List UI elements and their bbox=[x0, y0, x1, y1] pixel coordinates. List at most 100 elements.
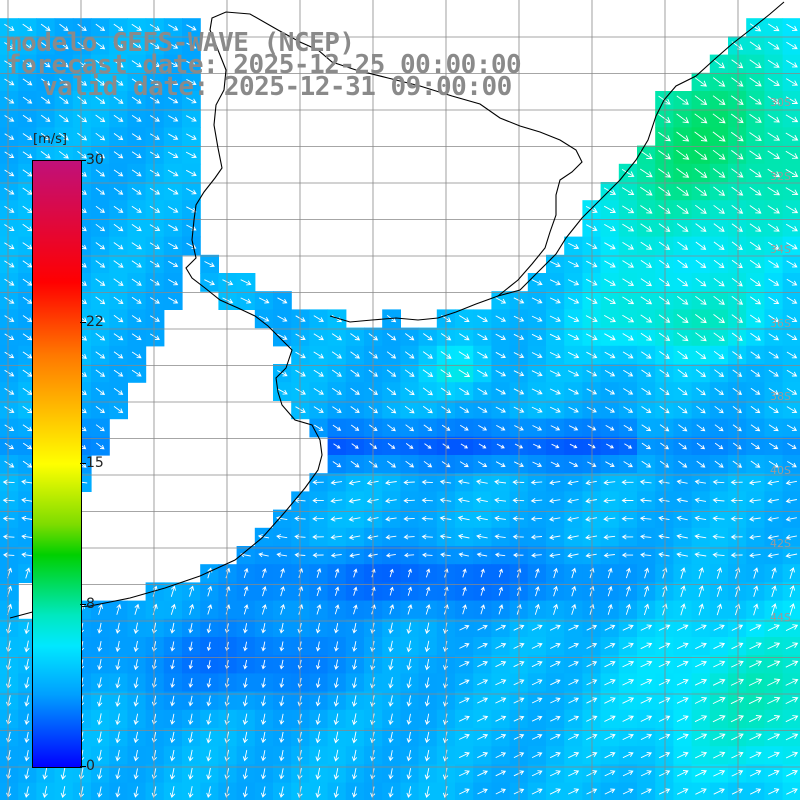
wind-arrow bbox=[750, 424, 761, 432]
wind-arrow bbox=[315, 677, 321, 689]
wind-arrow bbox=[694, 678, 708, 686]
wind-arrow bbox=[131, 23, 142, 31]
field-cell bbox=[782, 236, 800, 256]
wind-arrow bbox=[786, 278, 798, 286]
wind-arrow bbox=[188, 660, 193, 670]
wind-arrow bbox=[4, 460, 15, 468]
wind-arrow bbox=[477, 661, 488, 668]
wind-arrow bbox=[786, 351, 798, 359]
wind-arrow bbox=[169, 749, 176, 762]
wind-arrow bbox=[678, 424, 688, 432]
wind-arrow bbox=[640, 642, 653, 650]
wind-arrow bbox=[694, 533, 707, 540]
wind-arrow bbox=[113, 96, 124, 104]
wind-arrow bbox=[462, 604, 467, 615]
wind-arrow bbox=[4, 78, 15, 86]
wind-arrow bbox=[676, 223, 689, 232]
wind-arrow bbox=[206, 660, 212, 670]
wind-arrow bbox=[476, 479, 488, 485]
wind-arrow bbox=[24, 695, 30, 707]
wind-arrow bbox=[422, 369, 434, 378]
wind-arrow bbox=[534, 603, 540, 615]
wind-arrow bbox=[406, 640, 412, 653]
wind-arrow bbox=[334, 641, 339, 652]
wind-arrow bbox=[640, 186, 653, 196]
wind-arrow bbox=[77, 78, 88, 86]
wind-arrow bbox=[186, 206, 197, 213]
wind-arrow bbox=[167, 151, 179, 158]
wind-arrow bbox=[459, 679, 470, 686]
wind-arrow bbox=[169, 786, 176, 799]
wind-arrow bbox=[280, 567, 285, 578]
wind-arrow bbox=[312, 497, 324, 504]
wind-arrow bbox=[22, 387, 33, 395]
wind-arrow bbox=[477, 369, 489, 377]
wind-arrow bbox=[167, 24, 179, 31]
wind-arrow bbox=[604, 351, 616, 359]
wind-arrow bbox=[553, 585, 558, 597]
wind-arrow bbox=[785, 78, 798, 86]
wind-arrow bbox=[604, 751, 616, 759]
wind-arrow bbox=[531, 642, 543, 649]
wind-arrow bbox=[640, 552, 652, 558]
wind-arrow bbox=[25, 567, 31, 579]
wind-arrow bbox=[4, 278, 15, 286]
wind-arrow bbox=[549, 388, 561, 395]
wind-arrow bbox=[4, 260, 15, 268]
wind-arrow bbox=[22, 114, 33, 122]
wind-arrow bbox=[640, 751, 652, 759]
wind-arrow bbox=[676, 552, 688, 558]
wind-arrow bbox=[258, 552, 269, 558]
wind-arrow bbox=[749, 278, 762, 287]
wind-arrow bbox=[586, 370, 598, 377]
wind-arrow bbox=[22, 78, 33, 86]
wind-arrow bbox=[115, 640, 121, 653]
wind-arrow bbox=[662, 603, 668, 616]
wind-arrow bbox=[531, 624, 543, 631]
wind-arrow bbox=[603, 296, 616, 305]
wind-arrow bbox=[131, 333, 142, 341]
wind-arrow bbox=[549, 406, 561, 413]
wind-arrow bbox=[749, 660, 763, 668]
wind-arrow bbox=[279, 659, 285, 670]
wind-arrow bbox=[315, 767, 321, 780]
wind-arrow bbox=[407, 586, 413, 596]
latitude-label: 38S bbox=[770, 390, 791, 403]
wind-arrow bbox=[59, 60, 69, 68]
wind-arrow bbox=[22, 23, 33, 31]
wind-arrow bbox=[167, 115, 179, 122]
wind-arrow bbox=[2, 515, 15, 522]
wind-arrow bbox=[477, 461, 488, 468]
wind-arrow bbox=[480, 586, 485, 596]
wind-arrow bbox=[531, 333, 543, 340]
wind-arrow bbox=[315, 641, 321, 652]
wind-arrow bbox=[168, 279, 179, 286]
wind-arrow bbox=[604, 715, 616, 722]
wind-arrow bbox=[658, 552, 670, 558]
field-cell bbox=[782, 127, 800, 147]
wind-arrow bbox=[698, 603, 704, 616]
wind-arrow bbox=[21, 479, 33, 485]
wind-arrow bbox=[116, 603, 122, 615]
wind-arrow bbox=[748, 696, 763, 705]
wind-arrow bbox=[60, 786, 67, 799]
wind-arrow bbox=[40, 132, 51, 141]
wind-arrow bbox=[640, 770, 652, 777]
wind-arrow bbox=[95, 278, 106, 286]
wind-arrow bbox=[334, 586, 340, 596]
wind-arrow bbox=[712, 131, 726, 142]
wind-arrow bbox=[188, 749, 194, 762]
wind-arrow bbox=[478, 443, 487, 449]
wind-arrow bbox=[206, 641, 212, 652]
wind-arrow bbox=[785, 751, 799, 759]
wind-arrow bbox=[477, 733, 489, 740]
wind-arrow bbox=[313, 424, 324, 431]
wind-arrow bbox=[316, 567, 322, 578]
wind-arrow bbox=[749, 223, 762, 232]
wind-arrow bbox=[769, 442, 779, 450]
wind-arrow bbox=[58, 132, 69, 141]
wind-arrow bbox=[695, 241, 707, 250]
wind-arrow bbox=[113, 151, 124, 159]
wind-arrow bbox=[95, 424, 105, 432]
wind-arrow bbox=[312, 552, 324, 558]
